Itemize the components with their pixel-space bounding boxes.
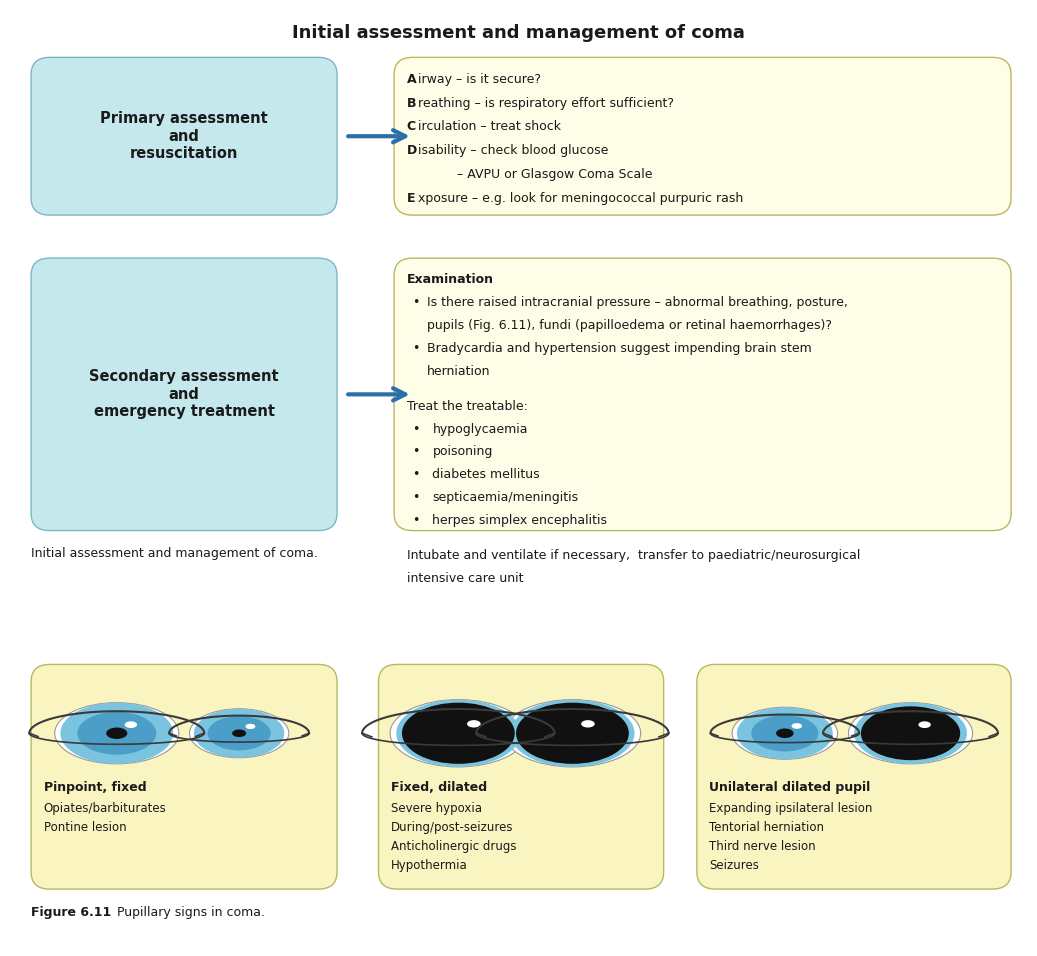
Text: Bradycardia and hypertension suggest impending brain stem: Bradycardia and hypertension suggest imp… <box>427 342 812 356</box>
Ellipse shape <box>190 708 288 758</box>
Text: D: D <box>407 144 417 158</box>
FancyBboxPatch shape <box>31 57 337 215</box>
FancyBboxPatch shape <box>31 664 337 889</box>
Ellipse shape <box>415 709 502 757</box>
Ellipse shape <box>871 712 950 754</box>
Text: •: • <box>412 445 419 459</box>
FancyBboxPatch shape <box>31 258 337 531</box>
Ellipse shape <box>124 722 137 728</box>
Ellipse shape <box>848 703 973 764</box>
Text: Anticholinergic drugs: Anticholinergic drugs <box>391 840 516 854</box>
Text: Pupillary signs in coma.: Pupillary signs in coma. <box>109 906 264 920</box>
Text: hypoglycaemia: hypoglycaemia <box>432 423 528 436</box>
Text: – AVPU or Glasgow Coma Scale: – AVPU or Glasgow Coma Scale <box>425 168 652 182</box>
Ellipse shape <box>467 720 481 728</box>
Text: Primary assessment
and
resuscitation: Primary assessment and resuscitation <box>101 111 268 162</box>
Ellipse shape <box>510 700 635 767</box>
Text: Fixed, dilated: Fixed, dilated <box>391 781 487 794</box>
Text: Initial assessment and management of coma.: Initial assessment and management of com… <box>31 547 318 560</box>
Text: isability – check blood glucose: isability – check blood glucose <box>418 144 609 158</box>
Text: Opiates/barbiturates: Opiates/barbiturates <box>44 802 166 815</box>
Ellipse shape <box>390 700 527 767</box>
Ellipse shape <box>396 700 521 767</box>
Text: Secondary assessment
and
emergency treatment: Secondary assessment and emergency treat… <box>89 369 279 420</box>
Ellipse shape <box>516 703 628 764</box>
Ellipse shape <box>861 706 960 760</box>
Text: •: • <box>412 296 419 310</box>
Ellipse shape <box>504 700 641 767</box>
Text: herpes simplex encephalitis: herpes simplex encephalitis <box>432 514 608 528</box>
Ellipse shape <box>60 703 173 764</box>
Text: septicaemia/meningitis: septicaemia/meningitis <box>432 491 579 505</box>
Text: Examination: Examination <box>407 273 494 287</box>
Text: Severe hypoxia: Severe hypoxia <box>391 802 482 815</box>
Ellipse shape <box>207 716 271 750</box>
Text: A: A <box>407 73 416 86</box>
Text: •: • <box>412 468 419 482</box>
Text: •: • <box>412 514 419 528</box>
Text: irculation – treat shock: irculation – treat shock <box>418 120 561 134</box>
Text: Pinpoint, fixed: Pinpoint, fixed <box>44 781 146 794</box>
Ellipse shape <box>776 728 793 738</box>
Text: Seizures: Seizures <box>709 859 759 873</box>
Text: •: • <box>412 423 419 436</box>
Ellipse shape <box>246 724 255 729</box>
Text: Treat the treatable:: Treat the treatable: <box>407 400 528 413</box>
Text: •: • <box>412 342 419 356</box>
Ellipse shape <box>732 707 838 759</box>
Text: Third nerve lesion: Third nerve lesion <box>709 840 816 854</box>
Text: pupils (Fig. 6.11), fundi (papilloedema or retinal haemorrhages)?: pupils (Fig. 6.11), fundi (papilloedema … <box>427 319 833 333</box>
Ellipse shape <box>581 720 595 728</box>
FancyBboxPatch shape <box>379 664 664 889</box>
Text: E: E <box>407 192 415 206</box>
Text: reathing – is respiratory effort sufficient?: reathing – is respiratory effort suffici… <box>418 97 674 110</box>
Text: poisoning: poisoning <box>432 445 493 459</box>
Ellipse shape <box>919 722 931 728</box>
Text: diabetes mellitus: diabetes mellitus <box>432 468 540 482</box>
Text: C: C <box>407 120 416 134</box>
Ellipse shape <box>737 707 833 759</box>
Text: During/post-seizures: During/post-seizures <box>391 821 513 835</box>
Text: herniation: herniation <box>427 365 491 379</box>
Ellipse shape <box>854 703 966 764</box>
Text: Hypothermia: Hypothermia <box>391 859 468 873</box>
Ellipse shape <box>55 703 178 764</box>
Text: B: B <box>407 97 416 110</box>
Ellipse shape <box>402 703 514 764</box>
Text: Unilateral dilated pupil: Unilateral dilated pupil <box>709 781 870 794</box>
Text: Figure 6.11: Figure 6.11 <box>31 906 111 920</box>
Ellipse shape <box>791 723 802 728</box>
Text: Is there raised intracranial pressure – abnormal breathing, posture,: Is there raised intracranial pressure – … <box>427 296 848 310</box>
FancyBboxPatch shape <box>394 57 1011 215</box>
Ellipse shape <box>232 729 246 737</box>
FancyBboxPatch shape <box>697 664 1011 889</box>
Text: intensive care unit: intensive care unit <box>407 572 523 585</box>
FancyBboxPatch shape <box>394 258 1011 531</box>
Ellipse shape <box>78 712 157 754</box>
Text: Pontine lesion: Pontine lesion <box>44 821 127 835</box>
Text: Expanding ipsilateral lesion: Expanding ipsilateral lesion <box>709 802 873 815</box>
Ellipse shape <box>529 709 616 757</box>
Text: Tentorial herniation: Tentorial herniation <box>709 821 824 835</box>
Ellipse shape <box>751 715 818 751</box>
Ellipse shape <box>106 728 128 739</box>
Ellipse shape <box>194 708 284 758</box>
Text: Initial assessment and management of coma: Initial assessment and management of com… <box>292 24 745 42</box>
Text: •: • <box>412 491 419 505</box>
Text: irway – is it secure?: irway – is it secure? <box>418 73 541 86</box>
Text: xposure – e.g. look for meningococcal purpuric rash: xposure – e.g. look for meningococcal pu… <box>418 192 744 206</box>
Text: Intubate and ventilate if necessary,  transfer to paediatric/neurosurgical: Intubate and ventilate if necessary, tra… <box>407 549 860 562</box>
